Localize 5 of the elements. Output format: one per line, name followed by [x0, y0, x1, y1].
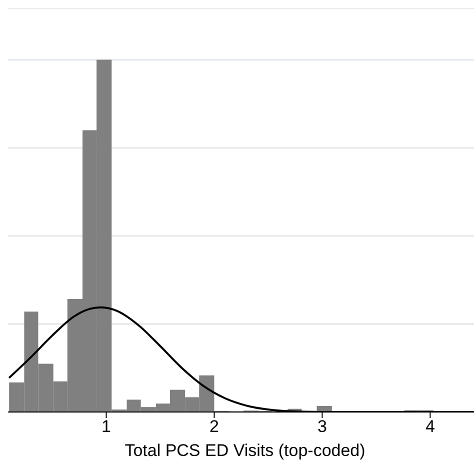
x-tick-label: 1 [102, 417, 111, 436]
x-tick-label: 2 [209, 417, 219, 436]
x-axis-title: Total PCS ED Visits (top-coded) [124, 441, 366, 460]
x-tick-label: 3 [317, 417, 327, 436]
x-tick-label: 4 [425, 417, 435, 436]
